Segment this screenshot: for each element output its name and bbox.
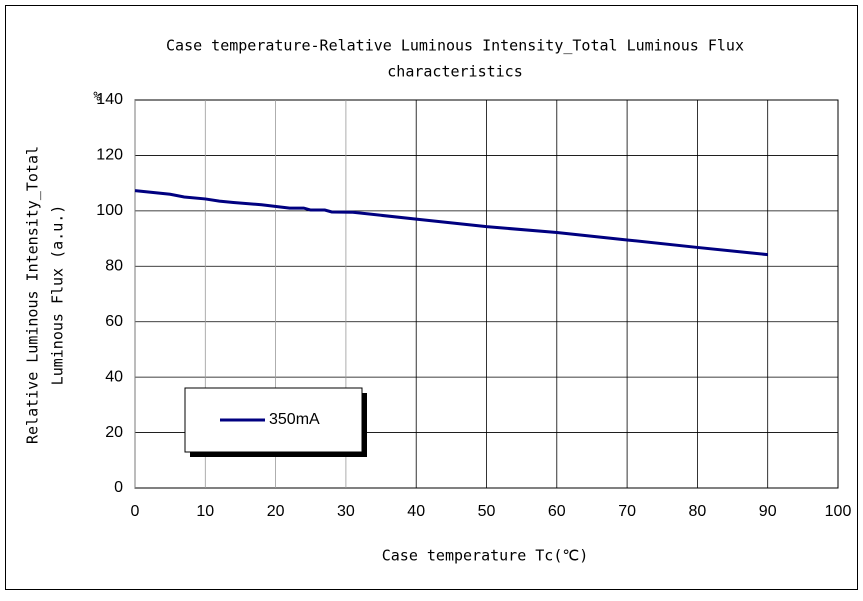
y-axis-title: Luminous Flux (a.u.) bbox=[49, 205, 67, 386]
x-tick-label: 10 bbox=[196, 503, 214, 520]
y-tick-label: 100 bbox=[96, 202, 123, 219]
y-tick-label: 80 bbox=[105, 258, 123, 275]
y-tick-label: 40 bbox=[105, 368, 123, 385]
chart-title: Case temperature-Relative Luminous Inten… bbox=[166, 37, 744, 55]
y-tick-label: 120 bbox=[96, 147, 123, 164]
y-tick-label: 140 bbox=[96, 91, 123, 108]
y-tick-label: 60 bbox=[105, 313, 123, 330]
data-line bbox=[134, 189, 768, 257]
x-tick-label: 40 bbox=[407, 503, 425, 520]
x-axis-title: Case temperature Tc(℃) bbox=[382, 547, 589, 565]
x-tick-label: 80 bbox=[689, 503, 707, 520]
y-unit: % bbox=[93, 90, 101, 104]
y-axis-title: Relative Luminous Intensity_Total bbox=[24, 146, 42, 444]
legend-label: 350mA bbox=[269, 411, 320, 428]
x-tick-label: 60 bbox=[548, 503, 566, 520]
chart-title: characteristics bbox=[387, 63, 522, 81]
y-tick-label: 20 bbox=[105, 424, 123, 441]
x-tick-label: 100 bbox=[825, 503, 852, 520]
x-tick-label: 70 bbox=[618, 503, 636, 520]
x-tick-label: 30 bbox=[337, 503, 355, 520]
x-tick-label: 50 bbox=[478, 503, 496, 520]
x-tick-label: 20 bbox=[267, 503, 285, 520]
y-tick-label: 0 bbox=[114, 479, 123, 496]
legend-box bbox=[184, 387, 363, 453]
x-tick-label: 90 bbox=[759, 503, 777, 520]
x-tick-label: 0 bbox=[131, 503, 140, 520]
